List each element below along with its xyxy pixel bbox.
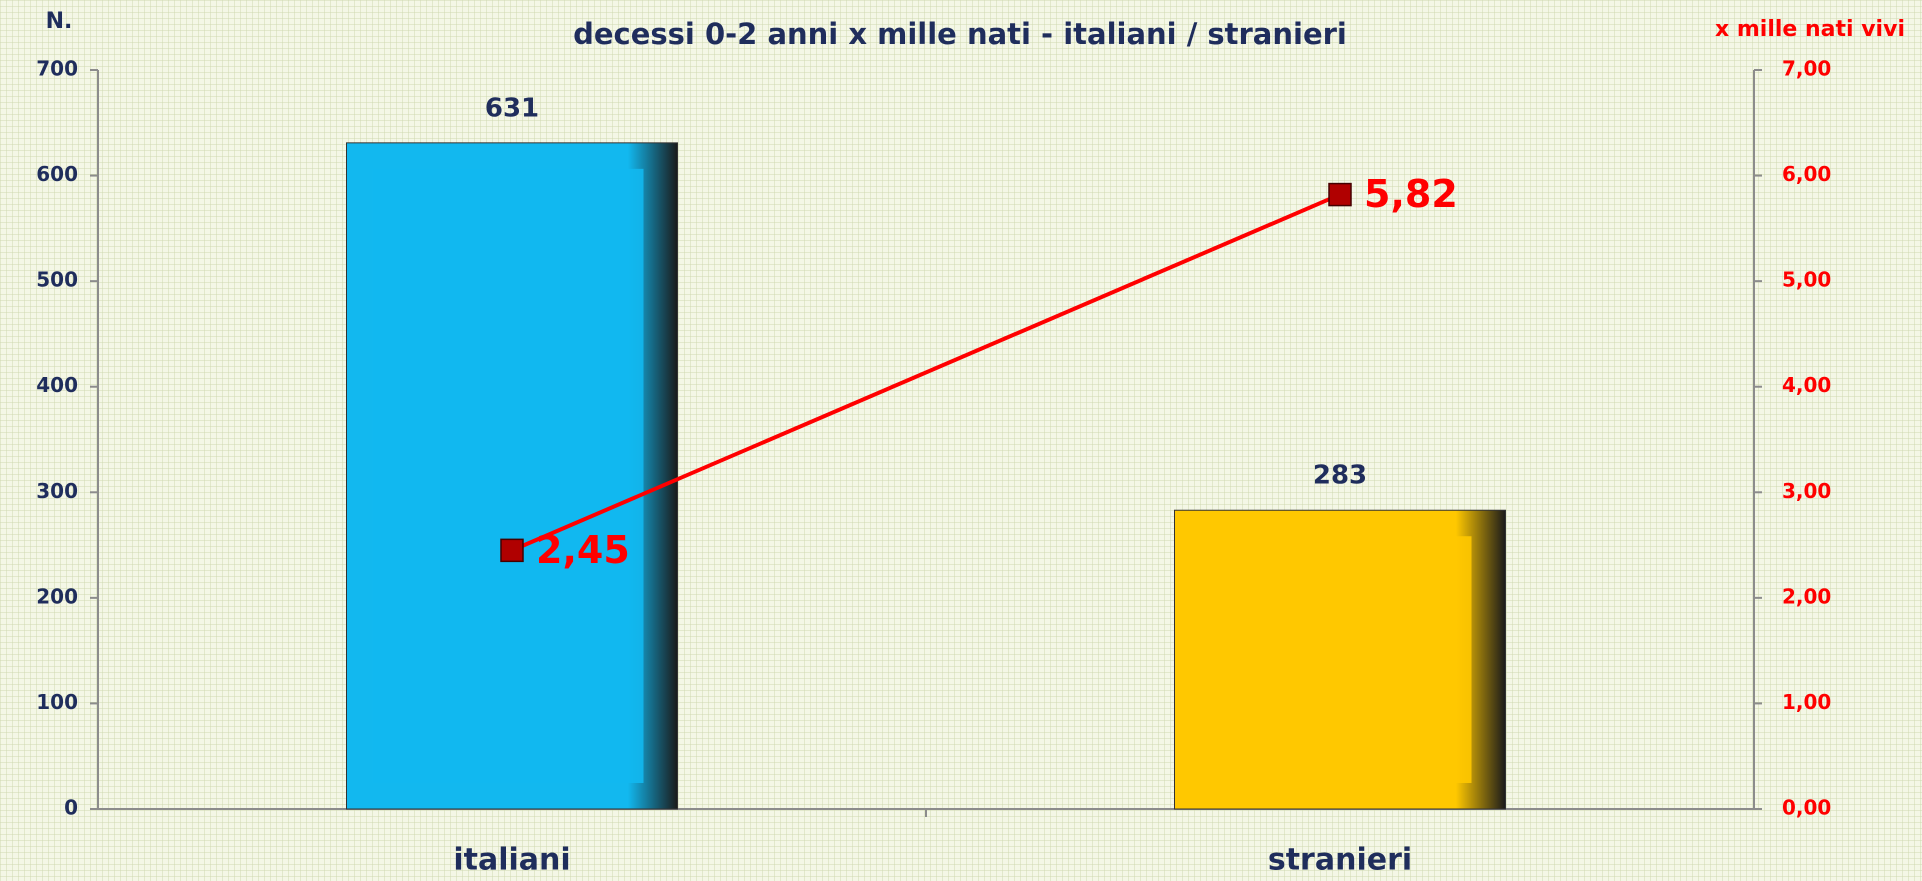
x-tick-label: italiani	[453, 843, 570, 878]
line-marker	[1328, 182, 1352, 207]
y-tick-label: 700	[36, 57, 78, 81]
y-tick-label: 300	[36, 479, 78, 503]
y2-tick-label: 3,00	[1782, 479, 1831, 503]
y-axis-label: N.	[46, 9, 73, 34]
data-label: 2,45	[536, 528, 630, 572]
y-tick-label: 400	[36, 373, 78, 397]
data-label: 5,82	[1364, 172, 1458, 216]
y-tick-label: 500	[36, 268, 78, 292]
data-label: 283	[1313, 461, 1367, 491]
bar-bevel	[372, 168, 644, 783]
y-tick-label: 0	[64, 796, 78, 820]
y2-tick-label: 4,00	[1782, 373, 1831, 397]
line	[511, 192, 1341, 553]
y2-tick-label: 2,00	[1782, 584, 1831, 608]
y2-tick-label: 7,00	[1782, 57, 1831, 81]
y2-tick-label: 5,00	[1782, 268, 1831, 292]
y2-tick-label: 6,00	[1782, 162, 1831, 186]
y-tick-label: 200	[36, 584, 78, 608]
y-tick-label: 100	[36, 690, 78, 714]
y-tick-label: 600	[36, 162, 78, 186]
line-marker	[500, 538, 524, 563]
y2-axis-label: x mille nati vivi	[1715, 17, 1905, 42]
data-label: 631	[485, 93, 539, 123]
bar-bevel	[1200, 536, 1472, 783]
y2-tick-label: 0,00	[1782, 796, 1831, 820]
y2-tick-label: 1,00	[1782, 690, 1831, 714]
x-tick-label: stranieri	[1268, 843, 1412, 878]
chart-title: decessi 0-2 anni x mille nati - italiani…	[573, 17, 1347, 51]
